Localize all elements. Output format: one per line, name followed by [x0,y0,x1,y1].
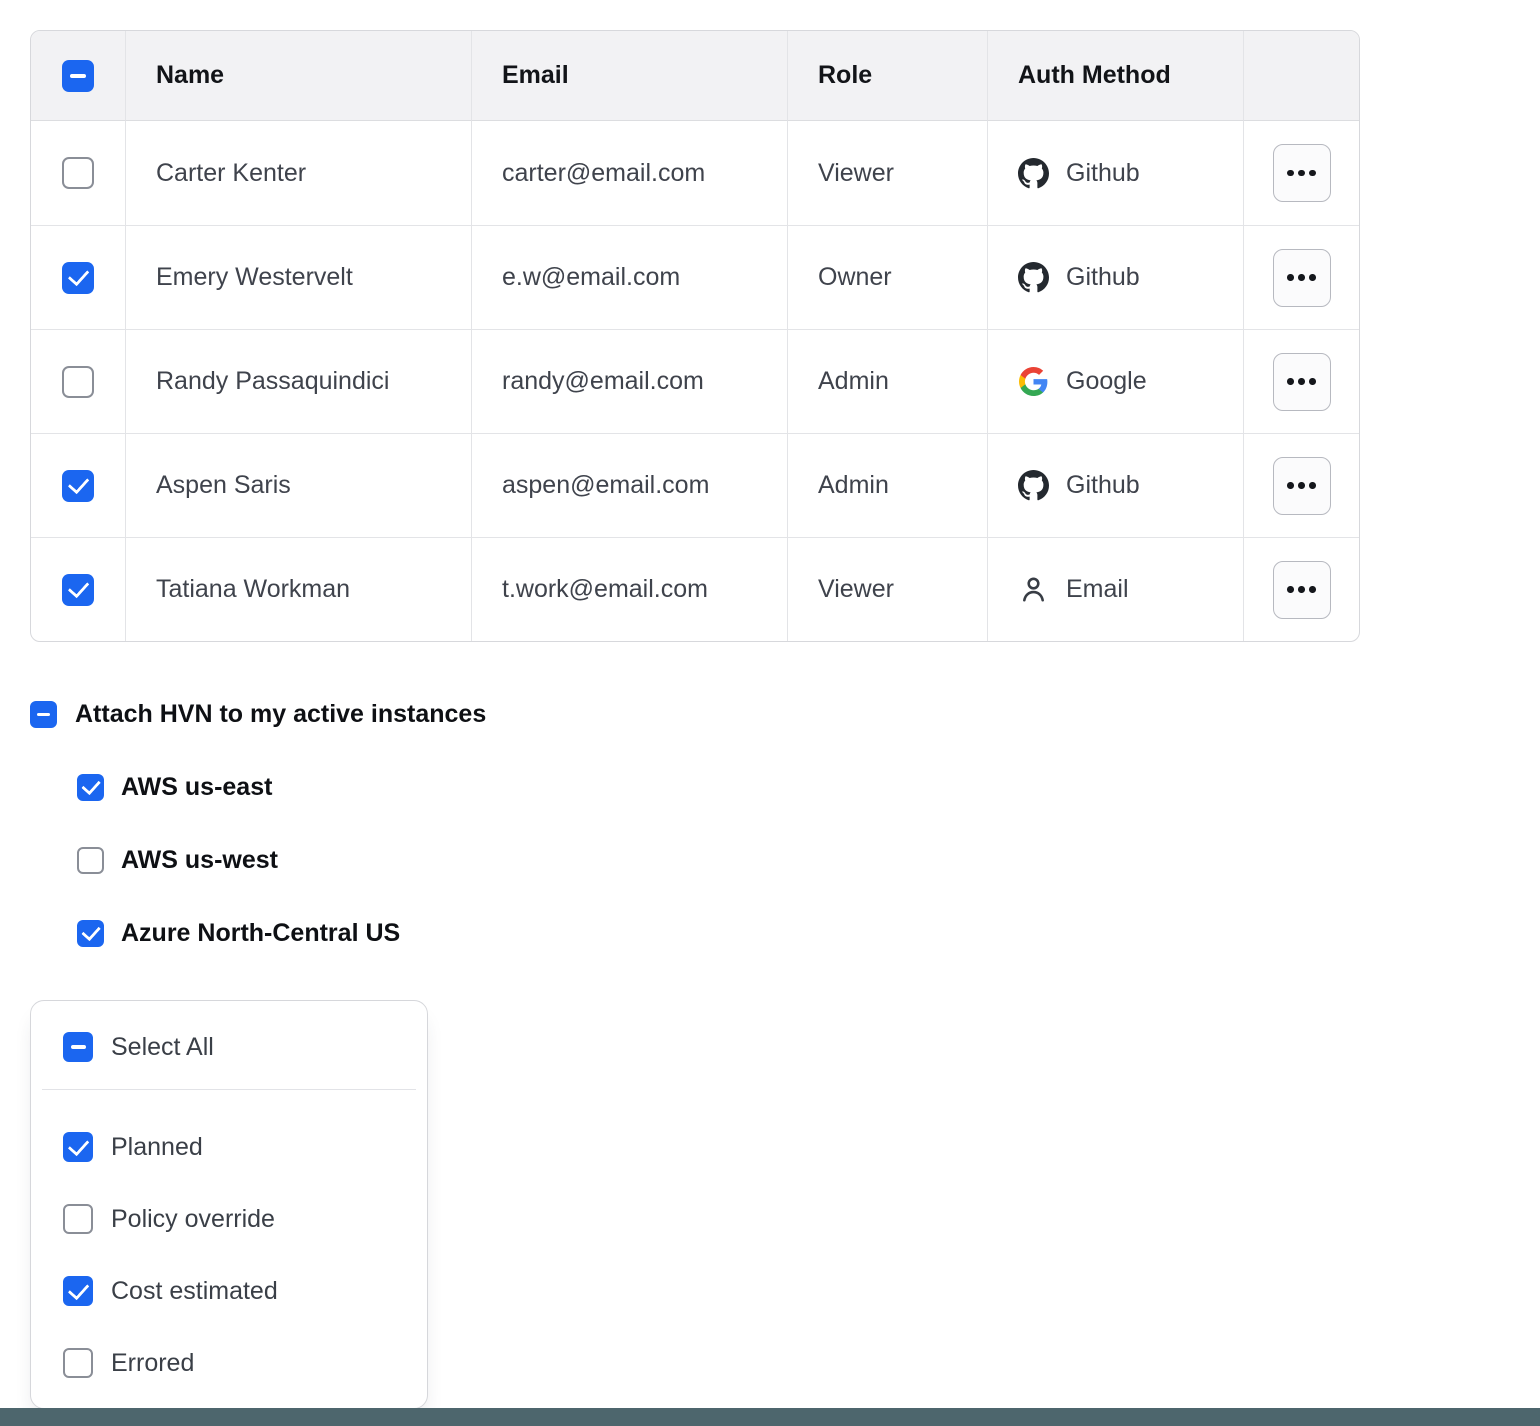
hvn-option-checkbox-azure-north-central[interactable] [77,920,104,947]
status-option-checkbox-policy-override[interactable] [63,1204,93,1234]
email-cell: randy@email.com [471,329,787,433]
auth-method-label: Github [1066,263,1140,291]
select-all-rows-checkbox[interactable] [62,59,94,92]
role-cell: Viewer [787,537,987,641]
ellipsis-icon [1287,169,1316,177]
ellipsis-icon [1287,274,1316,281]
bottom-bar [0,1408,1540,1426]
status-option-label: Cost estimated [111,1276,278,1305]
users-table: Name Email Role Auth Method Carter Kente… [30,30,1360,642]
table-header-row: Name Email Role Auth Method [31,31,1359,121]
auth-method-cell: Google [987,329,1243,433]
role-cell: Admin [787,433,987,537]
status-filter-card: Select All Planned Policy override Cost … [30,1000,428,1409]
github-icon [1018,470,1049,501]
row-checkbox[interactable] [62,469,94,502]
status-option-label: Planned [111,1132,203,1161]
hvn-option-label: AWS us-west [121,846,278,874]
auth-method-label: Github [1066,471,1140,499]
status-option-label: Errored [111,1348,195,1377]
column-header-role: Role [787,31,987,121]
github-icon [1018,262,1049,293]
google-icon [1019,367,1048,396]
auth-method-label: Email [1066,575,1129,603]
attach-hvn-checkbox[interactable] [30,701,57,728]
select-all-checkbox[interactable] [63,1032,93,1062]
auth-method-cell: Github [987,121,1243,225]
column-header-actions [1243,31,1359,121]
auth-method-label: Google [1066,367,1147,395]
role-cell: Owner [787,225,987,329]
row-actions-button[interactable] [1272,456,1331,515]
ellipsis-icon [1287,378,1316,385]
name-cell: Carter Kenter [125,121,471,225]
email-cell: t.work@email.com [471,537,787,641]
name-cell: Aspen Saris [125,433,471,537]
name-cell: Emery Westervelt [125,225,471,329]
ellipsis-icon [1287,586,1316,593]
name-cell: Randy Passaquindici [125,329,471,433]
role-cell: Viewer [787,121,987,225]
hvn-option-label: AWS us-east [121,773,273,801]
status-option-checkbox-planned[interactable] [63,1132,93,1162]
email-cell: carter@email.com [471,121,787,225]
auth-method-cell: Email [987,537,1243,641]
hvn-option-checkbox-aws-us-west[interactable] [77,847,104,874]
auth-method-label: Github [1066,158,1140,187]
hvn-option-checkbox-aws-us-east[interactable] [77,774,104,801]
email-cell: aspen@email.com [471,433,787,537]
column-header-auth-method: Auth Method [987,31,1243,121]
table-row: Carter Kenter carter@email.com Viewer Gi… [31,121,1359,225]
auth-method-cell: Github [987,225,1243,329]
hvn-option-label: Azure North-Central US [121,919,401,947]
column-header-name: Name [125,31,471,121]
divider [42,1089,416,1090]
row-actions-button[interactable] [1272,560,1331,619]
row-checkbox[interactable] [62,261,94,294]
ellipsis-icon [1287,482,1316,489]
row-actions-button[interactable] [1272,248,1331,307]
row-actions-button[interactable] [1272,352,1331,411]
status-option-label: Policy override [111,1204,275,1233]
email-cell: e.w@email.com [471,225,787,329]
table-row: Aspen Saris aspen@email.com Admin Github [31,433,1359,537]
github-icon [1018,158,1049,189]
table-row: Tatiana Workman t.work@email.com Viewer … [31,537,1359,641]
row-checkbox[interactable] [62,573,94,606]
row-actions-button[interactable] [1272,144,1331,202]
select-all-label: Select All [111,1032,214,1061]
auth-method-cell: Github [987,433,1243,537]
status-option-checkbox-errored[interactable] [63,1348,93,1378]
table-row: Randy Passaquindici randy@email.com Admi… [31,329,1359,433]
attach-hvn-label: Attach HVN to my active instances [75,700,487,728]
column-header-email: Email [471,31,787,121]
row-checkbox[interactable] [62,157,94,189]
status-option-checkbox-cost-estimated[interactable] [63,1276,93,1306]
hvn-section: Attach HVN to my active instances AWS us… [30,700,1540,948]
email-icon [1018,574,1049,605]
row-checkbox[interactable] [62,365,94,398]
role-cell: Admin [787,329,987,433]
name-cell: Tatiana Workman [125,537,471,641]
table-row: Emery Westervelt e.w@email.com Owner Git… [31,225,1359,329]
